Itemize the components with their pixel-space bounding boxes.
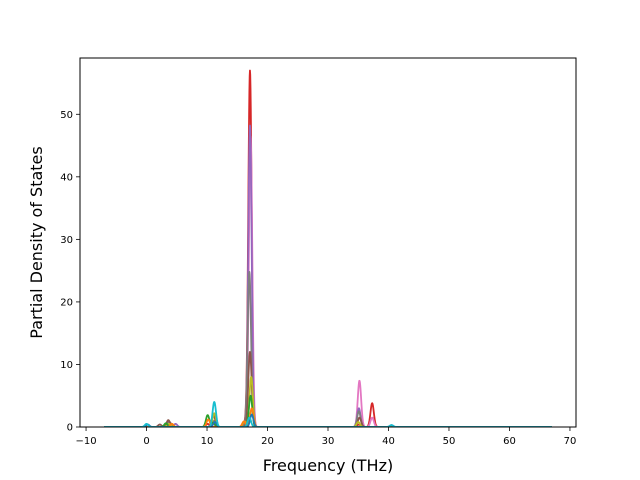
x-tick-label: 60 xyxy=(503,436,516,447)
y-axis-label: Partial Density of States xyxy=(27,146,46,338)
x-tick-label: 30 xyxy=(322,436,335,447)
x-tick-label: 20 xyxy=(261,436,274,447)
y-tick-label: 10 xyxy=(60,360,73,371)
y-tick-label: 30 xyxy=(60,235,73,246)
x-axis: −10 0 10 20 30 40 50 60 70 xyxy=(75,427,576,447)
y-tick-label: 40 xyxy=(60,172,73,183)
x-tick-label: 70 xyxy=(564,436,577,447)
x-tick-label: 0 xyxy=(143,436,149,447)
x-tick-label: 50 xyxy=(443,436,456,447)
x-tick-label: 10 xyxy=(201,436,214,447)
y-axis: 0 10 20 30 40 50 xyxy=(60,110,80,434)
series-layer xyxy=(103,69,553,427)
x-tick-label: 40 xyxy=(382,436,395,447)
y-tick-label: 0 xyxy=(67,423,73,434)
y-tick-label: 50 xyxy=(60,110,73,121)
x-axis-label: Frequency (THz) xyxy=(263,456,393,475)
y-tick-label: 20 xyxy=(60,297,73,308)
x-tick-label: −10 xyxy=(75,436,96,447)
